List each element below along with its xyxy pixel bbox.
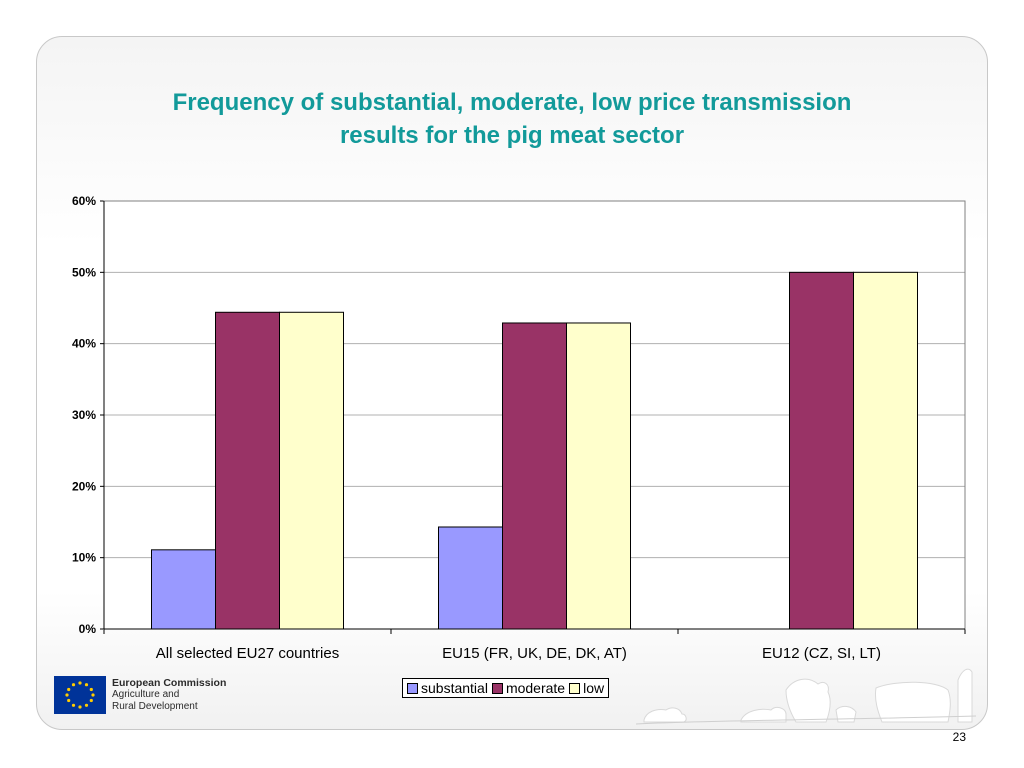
- chart-legend: substantial moderate low: [402, 678, 610, 698]
- y-tick-label: 30%: [72, 408, 96, 422]
- eu-flag-logo: [54, 676, 106, 714]
- legend-item-moderate: moderate: [491, 680, 566, 696]
- bar-substantial: [151, 549, 216, 630]
- bar-moderate: [502, 322, 567, 630]
- ec-dg-line-2: Rural Development: [112, 701, 198, 712]
- page-number: 23: [952, 730, 966, 744]
- legend-swatch-low: [569, 682, 581, 694]
- bar-low: [566, 322, 631, 630]
- bar-low: [279, 311, 344, 630]
- legend-swatch-moderate: [491, 682, 503, 694]
- legend-label-moderate: moderate: [505, 680, 566, 696]
- x-category-label: All selected EU27 countries: [156, 645, 339, 662]
- ec-branding: European Commission Agriculture and Rura…: [112, 677, 226, 713]
- ec-dg-line-1: Agriculture and: [112, 689, 180, 700]
- legend-label-substantial: substantial: [421, 680, 488, 696]
- y-tick-label: 40%: [72, 337, 96, 351]
- ec-name: European Commission: [112, 677, 227, 689]
- bar-substantial: [438, 526, 503, 630]
- legend-item-substantial: substantial: [407, 680, 488, 696]
- bar-moderate: [789, 271, 854, 630]
- legend-label-low: low: [583, 680, 605, 696]
- slide-title-line-2: results for the pig meat sector: [339, 122, 685, 149]
- y-tick-label: 50%: [72, 265, 96, 279]
- x-category-label: EU12 (CZ, SI, LT): [762, 645, 881, 662]
- farm-animals-illustration: [636, 668, 976, 725]
- y-tick-label: 60%: [72, 194, 96, 208]
- eu-stars-icon: [65, 681, 95, 709]
- y-tick-label: 10%: [72, 551, 96, 565]
- x-category-label: EU15 (FR, UK, DE, DK, AT): [442, 645, 627, 662]
- legend-item-low: low: [569, 680, 604, 696]
- legend-swatch-substantial: [407, 682, 418, 694]
- slide-title: Frequency of substantial, moderate, low …: [60, 86, 964, 152]
- bar-moderate: [215, 311, 280, 630]
- slide-title-line-1: Frequency of substantial, moderate, low …: [172, 89, 852, 116]
- y-tick-label: 0%: [79, 622, 97, 636]
- y-tick-label: 20%: [72, 479, 96, 493]
- bar-low: [853, 271, 918, 630]
